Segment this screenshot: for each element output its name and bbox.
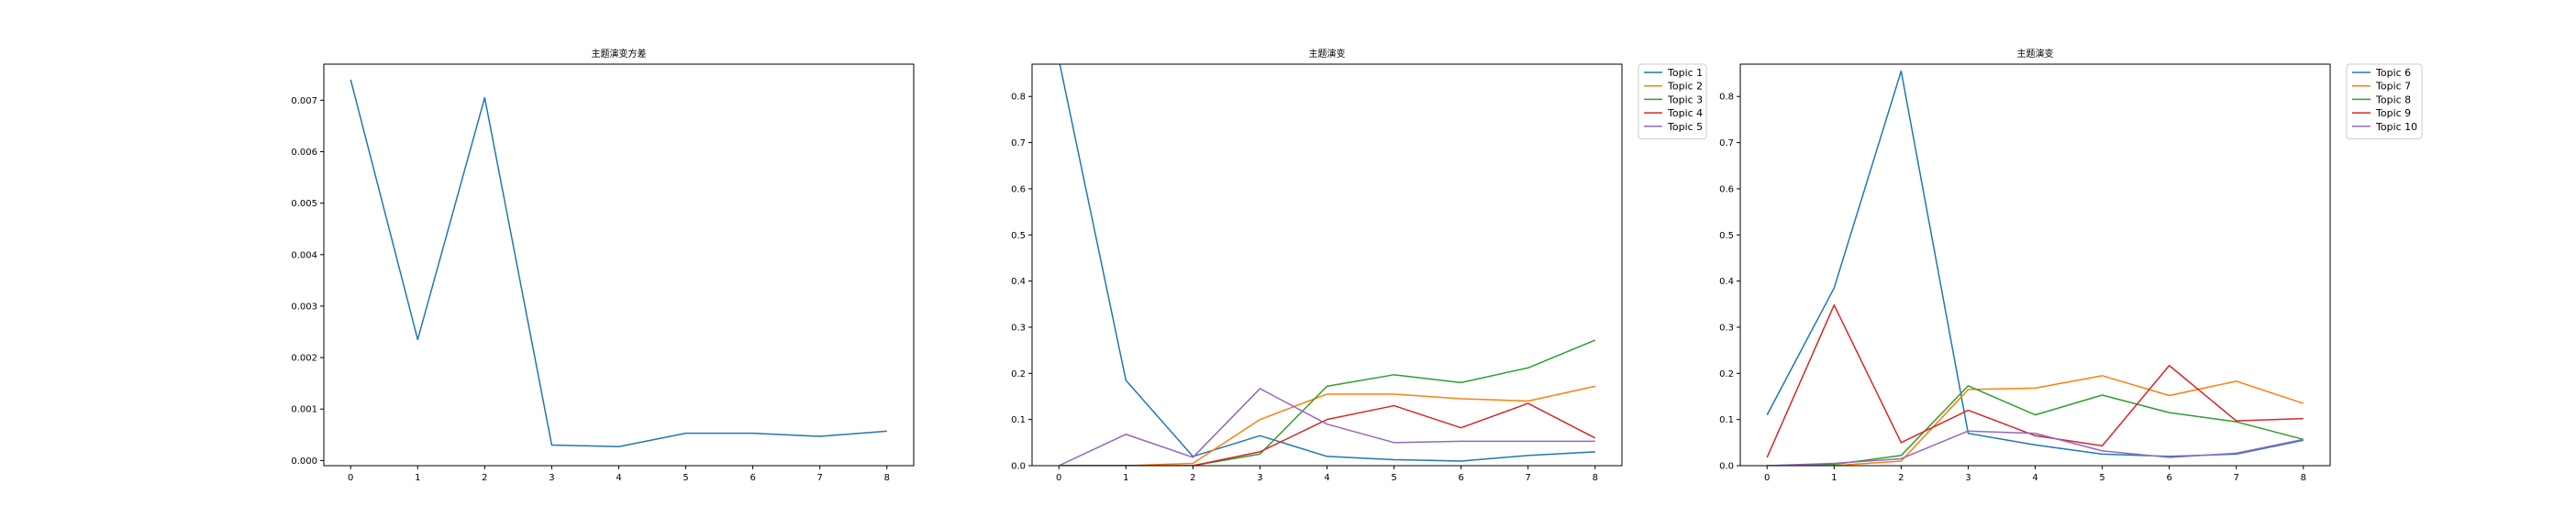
x-tick-label: 0 — [348, 473, 353, 483]
y-tick-label: 0.006 — [291, 148, 317, 158]
subplot-title: 主题演变方差 — [592, 48, 647, 60]
legend-label: Topic 9 — [2375, 107, 2411, 119]
series-group — [350, 79, 887, 447]
series-line-topic-5 — [1058, 388, 1595, 466]
y-tick-label: 0.7 — [1011, 138, 1026, 148]
y-axis-ticks: 0.0 0.1 0.2 0.3 0.4 0.5 0.6 0.7 0.8 — [1011, 93, 1032, 472]
y-tick-label: 0.0 — [1011, 462, 1026, 472]
x-tick-label: 7 — [2234, 473, 2239, 483]
series-group — [1766, 70, 2304, 466]
series-line-topic-9 — [1766, 304, 2304, 458]
y-tick-label: 0.2 — [1011, 369, 1026, 380]
legend-label: Topic 1 — [1667, 67, 1703, 79]
y-tick-label: 0.2 — [1719, 369, 1734, 380]
x-tick-label: 8 — [884, 473, 890, 483]
x-tick-label: 4 — [1324, 473, 1329, 483]
x-tick-label: 0 — [1056, 473, 1061, 483]
subplot-title: 主题演变 — [2017, 48, 2054, 60]
y-tick-label: 0.0 — [1719, 462, 1734, 472]
x-tick-label: 2 — [482, 473, 487, 483]
x-tick-label: 6 — [2166, 473, 2171, 483]
x-tick-label: 3 — [1965, 473, 1971, 483]
axes-frame — [323, 63, 915, 467]
y-tick-label: 0.005 — [291, 199, 317, 209]
x-tick-label: 7 — [817, 473, 823, 483]
x-axis-ticks: 0 1 2 3 4 5 6 7 8 — [348, 466, 890, 483]
y-tick-label: 0.7 — [1719, 138, 1734, 148]
axes-frame — [1739, 63, 2331, 467]
legend-label: Topic 4 — [1667, 107, 1703, 119]
x-tick-label: 6 — [1458, 473, 1463, 483]
legend-label: Topic 10 — [2375, 121, 2417, 133]
legend-label: Topic 7 — [2375, 81, 2411, 93]
y-tick-label: 0.8 — [1011, 93, 1026, 103]
subplot-title: 主题演变 — [1309, 48, 1346, 60]
y-axis-ticks: 0.000 0.001 0.002 0.003 0.004 0.005 0.006 0.007 — [291, 96, 324, 467]
x-tick-label: 5 — [2099, 473, 2104, 483]
x-axis-ticks: 0 1 2 3 4 5 6 7 8 — [1764, 466, 2306, 483]
y-tick-label: 0.6 — [1011, 184, 1026, 194]
axes-frame — [1031, 63, 1623, 467]
legend-label: Topic 5 — [1667, 121, 1703, 133]
y-tick-label: 0.5 — [1011, 231, 1026, 241]
x-tick-label: 4 — [2032, 473, 2037, 483]
y-tick-label: 0.3 — [1719, 323, 1734, 333]
y-tick-label: 0.004 — [291, 250, 317, 260]
y-tick-label: 0.3 — [1011, 323, 1026, 333]
x-tick-label: 1 — [1831, 473, 1837, 483]
x-axis-ticks: 0 1 2 3 4 5 6 7 8 — [1056, 466, 1598, 483]
y-tick-label: 0.1 — [1011, 415, 1026, 425]
y-tick-label: 0.4 — [1719, 277, 1734, 287]
legend-box — [2346, 63, 2423, 139]
y-tick-label: 0.1 — [1719, 415, 1734, 425]
y-tick-label: 0.4 — [1011, 277, 1026, 287]
x-tick-label: 8 — [2301, 473, 2306, 483]
legend-box — [1638, 63, 1707, 139]
y-tick-label: 0.000 — [291, 456, 317, 467]
legend-label: Topic 3 — [1667, 94, 1703, 105]
legend-label: Topic 2 — [1667, 81, 1703, 93]
series-group — [1058, 64, 1596, 466]
y-tick-label: 0.6 — [1719, 184, 1734, 194]
series-line-topic-2 — [1059, 385, 1595, 466]
x-tick-label: 2 — [1898, 473, 1904, 483]
legend-label: Topic 6 — [2375, 67, 2411, 79]
x-tick-label: 6 — [749, 473, 755, 483]
series-line-topic-1 — [1059, 64, 1595, 462]
x-tick-label: 0 — [1764, 473, 1770, 483]
x-tick-label: 8 — [1593, 473, 1598, 483]
x-tick-label: 4 — [616, 473, 621, 483]
y-tick-label: 0.002 — [291, 354, 317, 364]
series-line-topic-4 — [1059, 402, 1596, 466]
y-tick-label: 0.007 — [291, 96, 317, 106]
y-tick-label: 0.001 — [291, 405, 317, 415]
series-line-topic-7 — [1767, 375, 2304, 466]
y-axis-ticks: 0.0 0.1 0.2 0.3 0.4 0.5 0.6 0.7 0.8 — [1719, 93, 1740, 472]
x-tick-label: 3 — [1257, 473, 1262, 483]
x-tick-label: 5 — [683, 473, 688, 483]
x-tick-label: 3 — [549, 473, 554, 483]
y-tick-label: 0.5 — [1719, 231, 1734, 241]
x-tick-label: 2 — [1190, 473, 1195, 483]
x-tick-label: 1 — [415, 473, 420, 483]
x-tick-label: 7 — [1526, 473, 1531, 483]
y-tick-label: 0.003 — [291, 302, 317, 312]
series-line-topic-10 — [1767, 430, 2304, 466]
series-line-variance — [350, 79, 887, 447]
x-tick-label: 5 — [1391, 473, 1396, 483]
legend-label: Topic 8 — [2375, 94, 2411, 105]
y-tick-label: 0.8 — [1719, 93, 1734, 103]
x-tick-label: 1 — [1123, 473, 1128, 483]
series-line-topic-3 — [1059, 339, 1596, 466]
